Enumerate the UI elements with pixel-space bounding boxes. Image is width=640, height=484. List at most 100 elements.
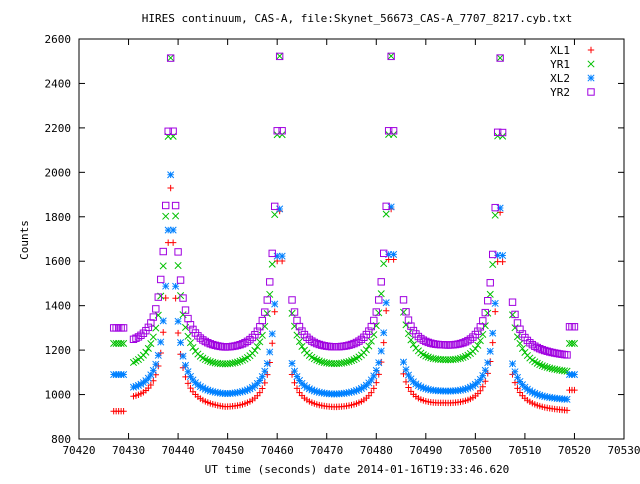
legend-marker-xl2 [588,75,594,81]
data-point [170,239,176,245]
x-tick-label: 70500 [459,444,492,457]
data-point [373,367,379,373]
data-point [408,323,414,329]
data-point [172,213,178,219]
x-tick-label: 70510 [508,444,541,457]
x-tick-label: 70440 [162,444,195,457]
data-point [499,252,505,258]
data-point [264,297,270,303]
data-point [160,248,166,254]
data-point [490,261,496,267]
legend-marker-xl1 [588,47,594,53]
data-point [252,347,258,353]
x-tick-label: 70470 [310,444,343,457]
x-tick-label: 70520 [558,444,591,457]
data-point [259,317,265,323]
y-tick-label: 1200 [45,344,72,357]
data-point [177,339,183,345]
data-point [175,330,181,336]
x-tick-label: 70430 [112,444,145,457]
data-point [272,301,278,307]
data-point [182,362,188,368]
data-point [160,318,166,324]
data-point [167,185,173,191]
x-tick-label: 70490 [409,444,442,457]
x-tick-label: 70460 [261,444,294,457]
y-tick-label: 2400 [45,77,72,90]
data-point [170,227,176,233]
data-point [383,211,389,217]
data-points [110,53,577,415]
data-point [175,249,181,255]
data-point [492,308,498,314]
data-point [269,261,275,267]
data-point [289,360,295,366]
data-point [381,339,387,345]
data-point [509,312,515,318]
data-point [289,297,295,303]
data-point [378,348,384,354]
data-point [490,330,496,336]
data-point [383,299,389,305]
data-point [160,263,166,269]
data-point [167,172,173,178]
series-xl1 [110,185,577,415]
data-point [564,396,570,402]
data-point [512,369,518,375]
data-point [172,202,178,208]
plot-frame [79,39,624,439]
x-axis-label: UT time (seconds) date 2014-01-16T19:33:… [205,463,510,476]
data-point [376,359,382,365]
data-point [485,298,491,304]
data-point [276,53,282,59]
data-point [487,348,493,354]
legend-label-yr1: YR1 [550,58,570,71]
data-point [472,346,478,352]
legend-label-xl2: XL2 [550,72,570,85]
chart-title: HIRES continuum, CAS-A, file:Skynet_5667… [142,12,572,25]
data-point [487,280,493,286]
y-tick-label: 1000 [45,389,72,402]
legend-label-yr2: YR2 [550,86,570,99]
data-point [153,361,159,367]
legend-marker-yr1 [588,61,594,67]
data-point [267,279,273,285]
data-point [120,371,126,377]
data-point [569,324,575,330]
data-point [381,330,387,336]
data-point [175,262,181,268]
y-tick-label: 800 [51,433,71,446]
data-point [376,297,382,303]
data-point [153,306,159,312]
data-point [381,260,387,266]
data-point [158,276,164,282]
data-point [485,360,491,366]
y-axis-label: Counts [18,220,31,260]
data-point [400,359,406,365]
data-point [378,279,384,285]
data-point [490,339,496,345]
data-point [264,360,270,366]
data-point [155,352,161,358]
data-point [294,317,300,323]
data-point [400,297,406,303]
data-point [180,353,186,359]
data-point [150,367,156,373]
data-point [492,300,498,306]
data-point [143,349,149,355]
data-point [150,334,156,340]
data-point [492,212,498,218]
data-point [571,371,577,377]
data-point [371,373,377,379]
data-point [390,251,396,257]
data-point [163,202,169,208]
data-point [497,55,503,61]
data-point [163,295,169,301]
data-point [269,340,275,346]
y-tick-label: 1800 [45,211,72,224]
data-point [509,361,515,367]
data-point [175,318,181,324]
data-point [400,309,406,315]
